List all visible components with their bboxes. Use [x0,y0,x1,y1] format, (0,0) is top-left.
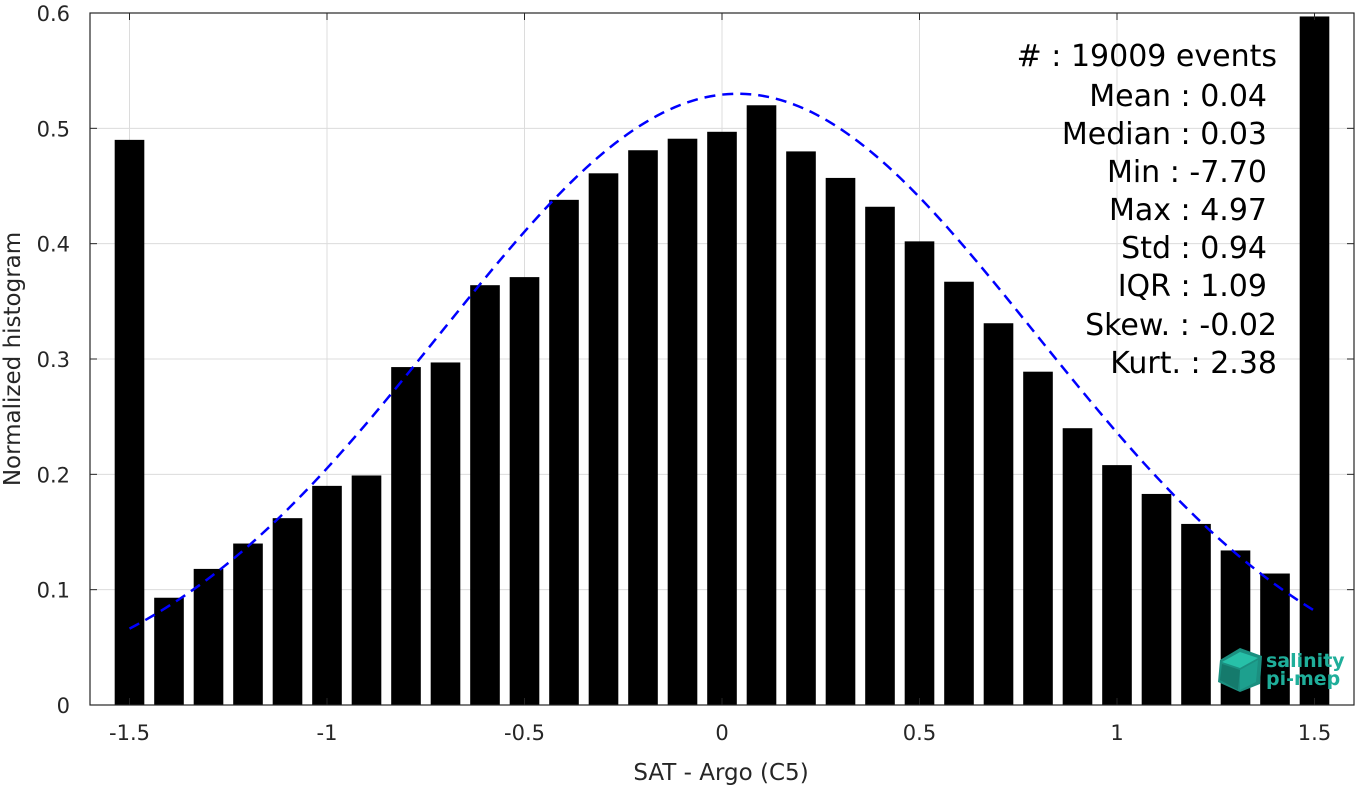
histogram-bar [1102,465,1132,705]
histogram-bar [114,139,145,705]
stats-iqr: IQR : 1.09 [1118,269,1267,304]
histogram-bar [1260,573,1290,705]
histogram-bar [628,150,658,705]
x-tick-label: -1 [317,721,338,745]
stats-skew: Skew. : -0.02 [1085,308,1277,343]
stats-box: # : 19009 events Mean : 0.04 Median : 0.… [1017,39,1277,381]
y-axis-ticks: 0 0.1 0.2 0.3 0.4 0.5 0.6 [37,2,1354,718]
y-axis-label: Normalized histogram [0,232,26,486]
histogram-bar [351,475,382,705]
stats-min: Min : -7.70 [1107,155,1267,190]
stats-max: Max : 4.97 [1109,193,1267,228]
histogram-bar [944,281,974,705]
stats-count: # : 19009 events [1017,39,1277,74]
histogram-bar [1181,523,1211,705]
histogram-bar [1062,428,1093,705]
y-tick-label: 0 [57,694,70,718]
x-tick-label: -1.5 [109,721,150,745]
histogram-bar [1299,16,1330,705]
y-tick-label: 0.1 [37,579,70,603]
histogram-bar [983,323,1014,705]
y-tick-label: 0.5 [37,117,70,141]
histogram-bar [707,131,737,705]
histogram-bar [746,105,777,706]
x-axis-label: SAT - Argo (C5) [633,760,808,786]
y-tick-label: 0.3 [37,348,70,372]
logo-line1: salinity [1266,650,1345,672]
histogram-bar [786,151,816,705]
stats-kurt: Kurt. : 2.38 [1110,346,1277,381]
histogram-bar [272,518,303,705]
histogram-bar [865,206,895,705]
histogram-bar [154,597,184,705]
y-tick-label: 0.2 [37,463,70,487]
stats-mean: Mean : 0.04 [1089,79,1267,114]
x-tick-label: 1.5 [1298,721,1331,745]
histogram-bar [1023,371,1053,705]
x-axis-ticks: -1.5 -1 -0.5 0 0.5 1 1.5 [109,13,1331,745]
gaussian-fit-curve [128,92,1316,630]
histogram-bar [193,568,224,705]
stats-std: Std : 0.94 [1121,231,1267,266]
stats-median: Median : 0.03 [1062,117,1267,152]
cube-logo-icon [1218,648,1262,692]
y-tick-label: 0.4 [37,233,70,257]
x-tick-label: 1 [1110,721,1123,745]
histogram-bar [667,138,698,706]
x-tick-label: 0 [715,721,728,745]
histogram-bar [470,285,500,705]
histogram-bar [391,367,421,705]
histogram-bar [509,277,540,705]
histogram-bar [233,543,263,705]
histogram-bar [430,362,461,705]
x-tick-label: 0.5 [903,721,936,745]
salinity-pimep-logo: salinity pi-mep [1218,648,1345,692]
histogram-bar [312,485,342,705]
histogram-bars [114,16,1330,706]
logo-line2: pi-mep [1266,668,1340,690]
x-tick-label: -0.5 [504,721,545,745]
y-tick-label: 0.6 [37,2,70,26]
histogram-bar [825,177,856,706]
histogram-bar [904,241,935,706]
histogram-bar [1141,493,1172,705]
histogram-bar [588,173,619,705]
histogram-bar [549,199,579,705]
